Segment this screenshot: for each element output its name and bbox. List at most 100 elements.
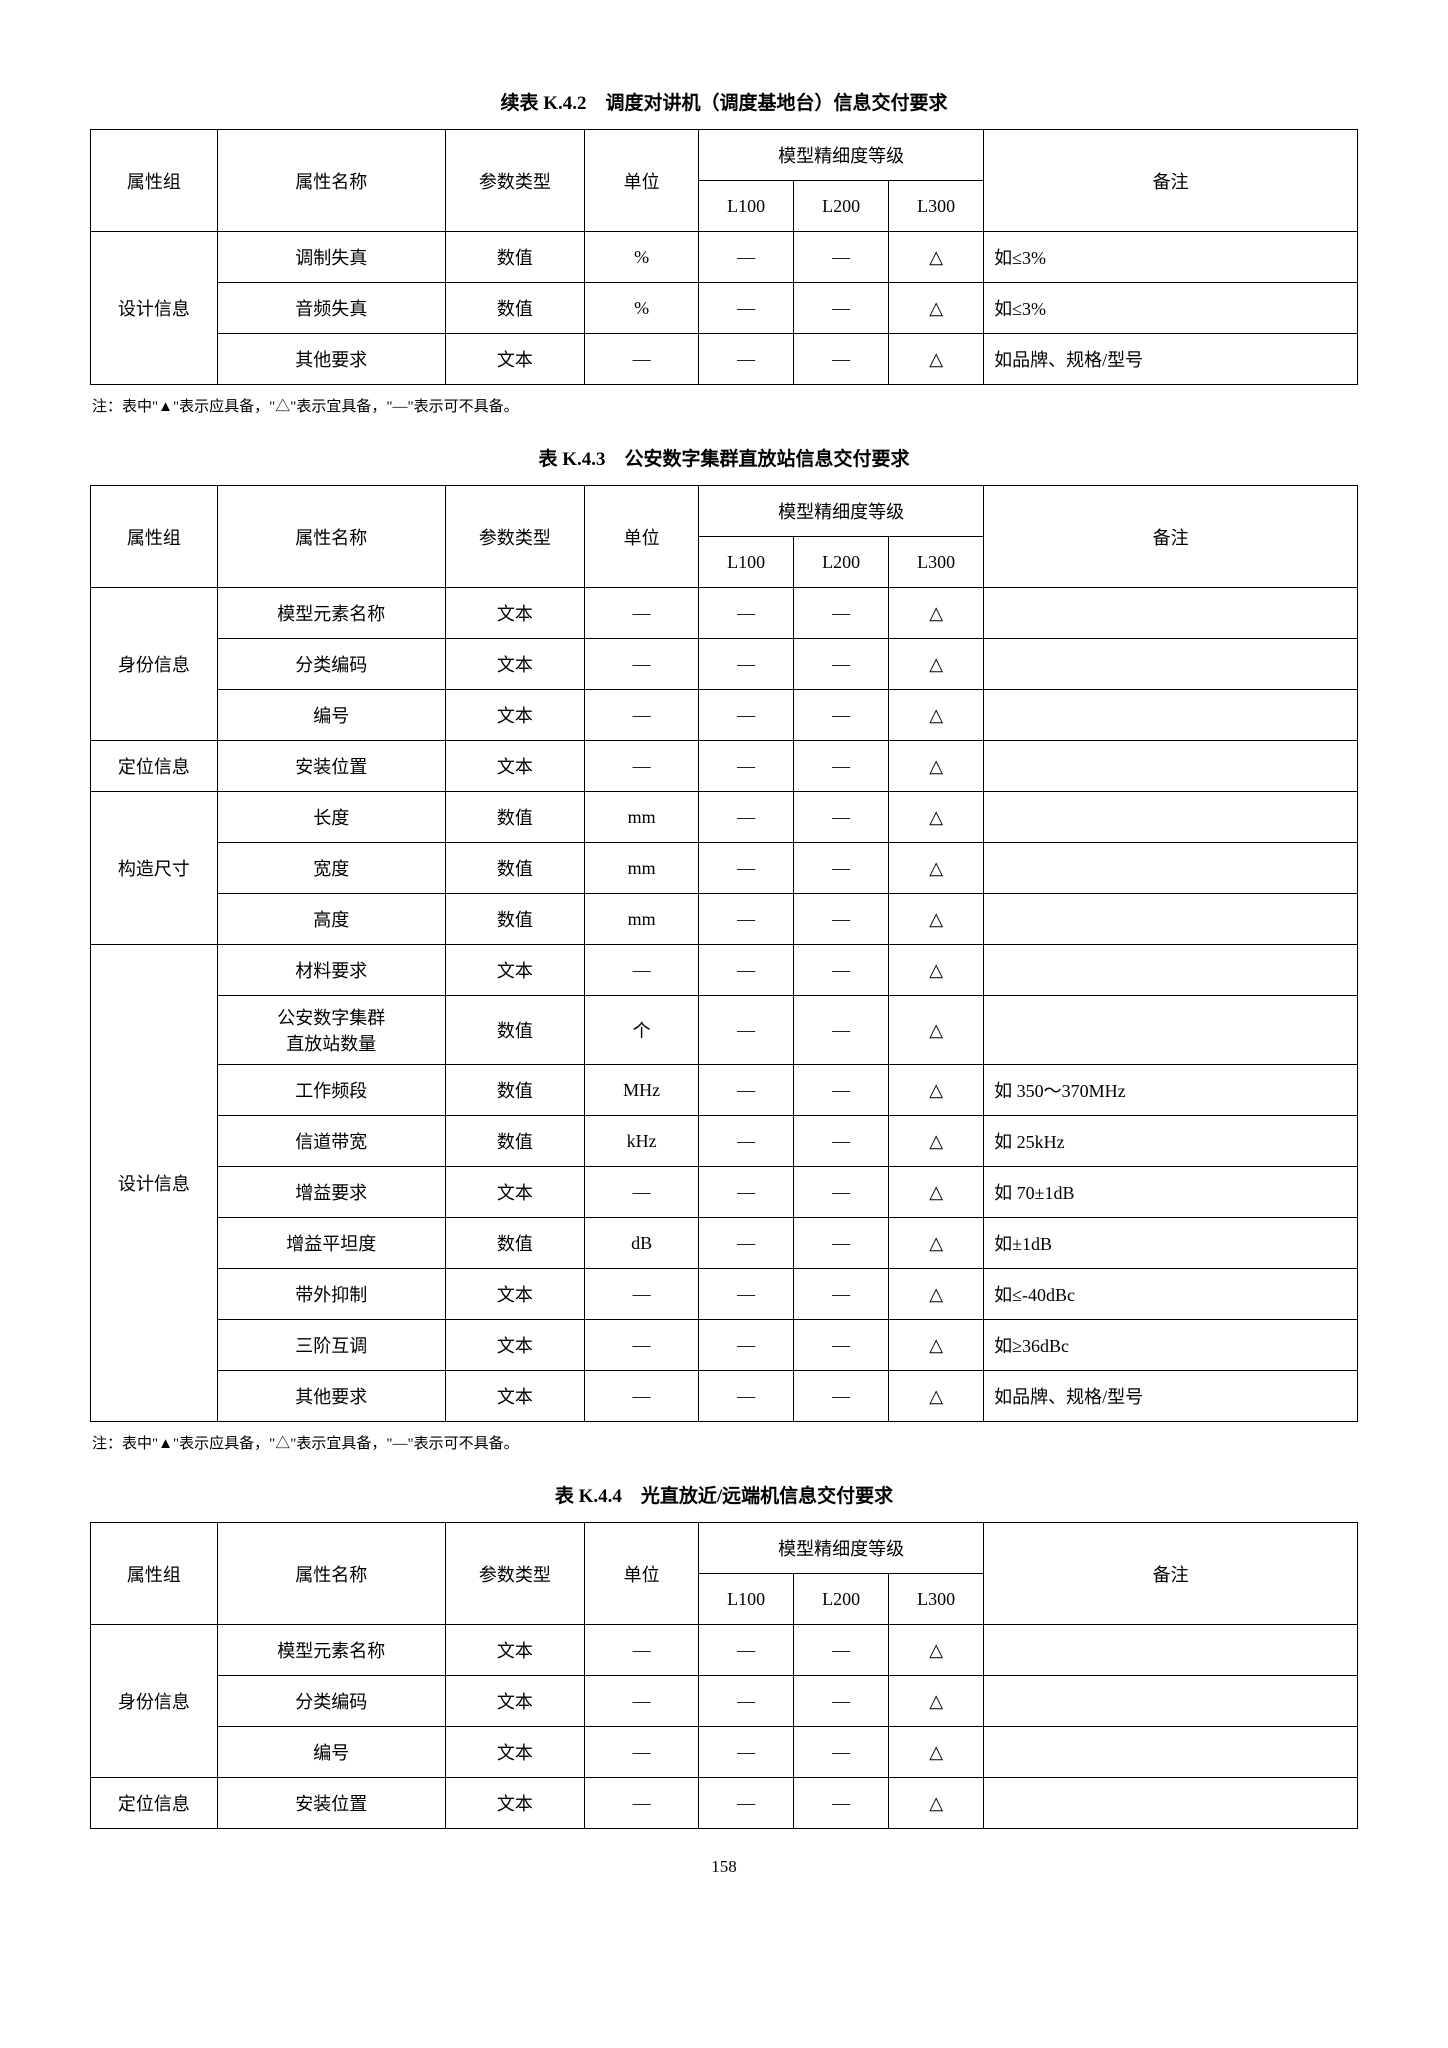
cell-l200: — [794,232,889,283]
cell-remark: 如品牌、规格/型号 [984,1371,1358,1422]
table2-body: 身份信息模型元素名称文本———△分类编码文本———△编号文本———△定位信息安装… [91,588,1358,1422]
col-level-group: 模型精细度等级 [699,1523,984,1574]
cell-group: 身份信息 [91,588,218,741]
cell-l300: △ [889,792,984,843]
cell-ptype: 文本 [445,1269,584,1320]
table-row: 身份信息模型元素名称文本———△ [91,588,1358,639]
cell-ptype: 文本 [445,588,584,639]
cell-ptype: 数值 [445,232,584,283]
cell-l200: — [794,1676,889,1727]
table-row: 分类编码文本———△ [91,639,1358,690]
cell-name: 分类编码 [217,1676,445,1727]
cell-l300: △ [889,1218,984,1269]
cell-remark [984,1727,1358,1778]
cell-unit: MHz [585,1065,699,1116]
cell-group: 定位信息 [91,1778,218,1829]
cell-l200: — [794,996,889,1065]
cell-ptype: 数值 [445,1116,584,1167]
table-row: 构造尺寸长度数值mm——△ [91,792,1358,843]
cell-l300: △ [889,232,984,283]
page-content: 续表 K.4.2 调度对讲机（调度基地台）信息交付要求 属性组属性名称参数类型单… [90,88,1358,1877]
cell-ptype: 文本 [445,334,584,385]
cell-l100: — [699,1269,794,1320]
cell-l100: — [699,1371,794,1422]
page-number: 158 [90,1857,1358,1877]
col-l300: L300 [889,537,984,588]
cell-l200: — [794,639,889,690]
table-row: 分类编码文本———△ [91,1676,1358,1727]
cell-ptype: 文本 [445,1778,584,1829]
cell-l300: △ [889,1727,984,1778]
col-name: 属性名称 [217,486,445,588]
cell-l200: — [794,1116,889,1167]
cell-l100: — [699,232,794,283]
col-remark: 备注 [984,1523,1358,1625]
cell-name: 模型元素名称 [217,1625,445,1676]
cell-l300: △ [889,588,984,639]
cell-l200: — [794,690,889,741]
col-l300: L300 [889,1574,984,1625]
cell-remark [984,792,1358,843]
cell-name: 增益要求 [217,1167,445,1218]
cell-l100: — [699,283,794,334]
cell-remark: 如≤-40dBc [984,1269,1358,1320]
col-l100: L100 [699,537,794,588]
col-name: 属性名称 [217,1523,445,1625]
cell-unit: — [585,1727,699,1778]
cell-l300: △ [889,1778,984,1829]
cell-l100: — [699,1167,794,1218]
table-row: 三阶互调文本———△如≥36dBc [91,1320,1358,1371]
cell-l300: △ [889,1065,984,1116]
table3-head: 属性组属性名称参数类型单位模型精细度等级备注L100L200L300 [91,1523,1358,1625]
cell-l200: — [794,792,889,843]
cell-ptype: 数值 [445,1065,584,1116]
cell-l200: — [794,1269,889,1320]
cell-group: 定位信息 [91,741,218,792]
cell-unit: — [585,945,699,996]
table-row: 高度数值mm——△ [91,894,1358,945]
col-l200: L200 [794,181,889,232]
cell-l100: — [699,639,794,690]
cell-remark [984,690,1358,741]
cell-l100: — [699,334,794,385]
cell-l200: — [794,1778,889,1829]
cell-l300: △ [889,1625,984,1676]
cell-unit: — [585,1676,699,1727]
table-row: 公安数字集群直放站数量数值个——△ [91,996,1358,1065]
cell-l100: — [699,996,794,1065]
cell-ptype: 数值 [445,996,584,1065]
cell-l300: △ [889,843,984,894]
cell-ptype: 文本 [445,1676,584,1727]
cell-unit: — [585,690,699,741]
cell-group: 身份信息 [91,1625,218,1778]
cell-remark: 如 70±1dB [984,1167,1358,1218]
cell-remark [984,1625,1358,1676]
cell-name: 长度 [217,792,445,843]
cell-l200: — [794,894,889,945]
cell-l100: — [699,894,794,945]
cell-l200: — [794,1371,889,1422]
cell-l100: — [699,1625,794,1676]
cell-name: 分类编码 [217,639,445,690]
cell-group: 设计信息 [91,945,218,1422]
table-row: 带外抑制文本———△如≤-40dBc [91,1269,1358,1320]
table-row: 工作频段数值MHz——△如 350～370MHz [91,1065,1358,1116]
cell-unit: mm [585,843,699,894]
cell-ptype: 数值 [445,792,584,843]
cell-remark [984,639,1358,690]
col-level-group: 模型精细度等级 [699,486,984,537]
cell-unit: — [585,1625,699,1676]
cell-remark: 如≥36dBc [984,1320,1358,1371]
cell-unit: kHz [585,1116,699,1167]
cell-ptype: 数值 [445,1218,584,1269]
table2-note: 注：表中"▲"表示应具备，"△"表示宜具备，"—"表示可不具备。 [92,1432,1358,1453]
cell-l200: — [794,588,889,639]
table-row: 身份信息模型元素名称文本———△ [91,1625,1358,1676]
cell-l100: — [699,1727,794,1778]
cell-name: 音频失真 [217,283,445,334]
table2: 属性组属性名称参数类型单位模型精细度等级备注L100L200L300 身份信息模… [90,485,1358,1422]
cell-name: 工作频段 [217,1065,445,1116]
table1-note: 注：表中"▲"表示应具备，"△"表示宜具备，"—"表示可不具备。 [92,395,1358,416]
table1-head: 属性组属性名称参数类型单位模型精细度等级备注L100L200L300 [91,130,1358,232]
cell-name: 带外抑制 [217,1269,445,1320]
